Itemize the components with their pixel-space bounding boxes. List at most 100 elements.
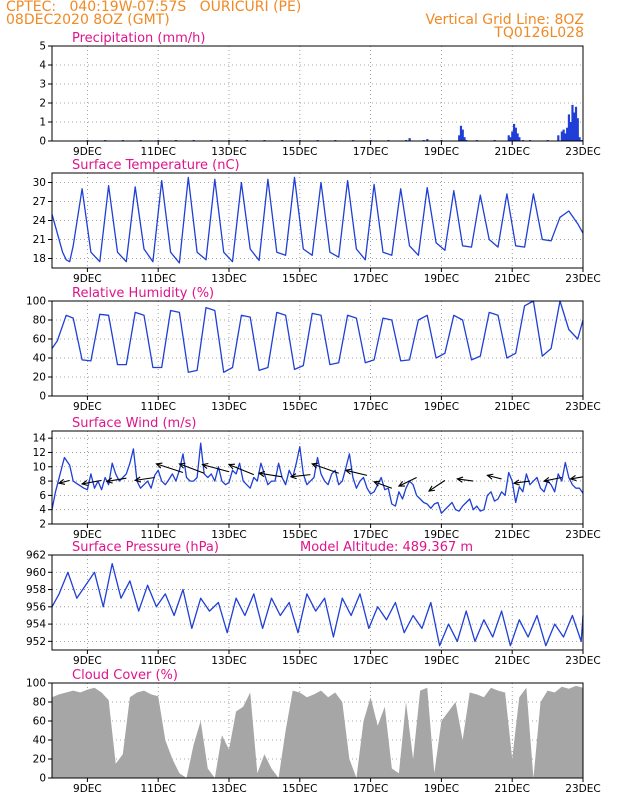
- y-tick-label: 60: [33, 716, 46, 728]
- wind-vector-arrowhead: [201, 462, 209, 469]
- y-tick-label: 80: [33, 315, 46, 327]
- x-tick-label: 13DEC: [211, 655, 246, 667]
- y-tick-label: 3: [39, 79, 46, 91]
- y-tick-label: 962: [26, 550, 46, 562]
- wind-vector-arrowhead: [257, 470, 265, 478]
- x-tick-label: 15DEC: [282, 529, 317, 541]
- x-tick-label: 21DEC: [494, 273, 529, 285]
- y-tick-label: 8: [39, 476, 46, 488]
- panel-humidity: 0 20 40 60 80 100 9DEC 11DEC 13DEC 15DEC 17DEC 19DE…: [26, 286, 601, 413]
- x-tick-label: 23DEC: [565, 401, 600, 413]
- panel-temperature: 18 21 24 27 30 9DEC 11DEC 13DEC 15DEC 17DEC 19DEC 2…: [33, 158, 601, 285]
- x-tick-label: 11DEC: [140, 146, 175, 158]
- wind-vector-arrowhead: [344, 468, 352, 475]
- x-tick-label: 11DEC: [140, 783, 175, 795]
- wind-vector-arrowhead: [227, 463, 236, 470]
- wind-vector: [58, 479, 70, 484]
- x-tick-label: 23DEC: [565, 783, 600, 795]
- y-tick-label: 0: [39, 391, 46, 403]
- wind-line: [51, 442, 584, 514]
- y-tick-label: 954: [26, 619, 46, 631]
- y-tick-label: 4: [39, 60, 46, 72]
- x-tick-label: 19DEC: [424, 529, 459, 541]
- panel-frame: [51, 430, 584, 525]
- x-tick-label: 15DEC: [282, 783, 317, 795]
- x-tick-label: 15DEC: [282, 655, 317, 667]
- panel-frame: [51, 554, 584, 651]
- x-tick-label: 13DEC: [211, 529, 246, 541]
- wind-vector: [312, 463, 339, 474]
- x-tick-label: 19DEC: [424, 655, 459, 667]
- precip-bar: [518, 137, 521, 141]
- header-grid-line: Vertical Grid Line: 8OZ: [425, 12, 584, 28]
- y-tick-label: 14: [33, 433, 47, 445]
- y-tick-label: 958: [26, 584, 46, 596]
- x-tick-label: 19DEC: [424, 401, 459, 413]
- panel-pressure: 952 954 956 958 960 962 9DEC 11DEC 13DEC 15DEC 17D…: [26, 540, 601, 667]
- x-tick-label: 21DEC: [494, 783, 529, 795]
- x-tick-label: 11DEC: [140, 273, 175, 285]
- humidity-line: [51, 300, 584, 373]
- wind-vector-arrowhead: [133, 476, 142, 483]
- wind-vector: [259, 472, 283, 478]
- wind-vector: [398, 477, 417, 487]
- x-tick-label: 9DEC: [73, 529, 102, 541]
- panel-title: Surface Temperature (nC): [72, 158, 240, 173]
- wind-vector-arrowhead: [289, 473, 297, 480]
- x-tick-label: 9DEC: [73, 146, 102, 158]
- precip-bar: [461, 129, 464, 141]
- x-tick-label: 9DEC: [73, 655, 102, 667]
- wind-vector-arrowhead: [57, 478, 66, 485]
- precip-bar: [459, 125, 463, 141]
- wind-vector-arrowhead: [397, 481, 405, 487]
- panel-title: Precipitation (mm/h): [72, 31, 205, 46]
- wind-vector-arrowhead: [456, 476, 464, 483]
- precip-bar: [567, 114, 571, 141]
- precip-bar: [458, 135, 461, 141]
- y-tick-label: 27: [33, 196, 46, 208]
- x-tick-label: 11DEC: [140, 655, 175, 667]
- x-tick-label: 23DEC: [565, 529, 600, 541]
- y-tick-label: 0: [39, 136, 46, 148]
- panel-frame: [51, 45, 584, 142]
- wind-vector: [543, 476, 562, 482]
- wind-vector: [457, 478, 474, 482]
- precip-bar: [408, 138, 411, 141]
- x-tick-label: 9DEC: [73, 783, 102, 795]
- pressure-line: [51, 562, 584, 647]
- panel-annotation: Model Altitude: 489.367 m: [300, 540, 473, 555]
- header-station: CPTEC: 040:19W-07:57S OURICURI (PE): [6, 0, 302, 15]
- precip-bar: [566, 127, 569, 141]
- wind-vector-arrowhead: [486, 473, 494, 480]
- wind-vector-arrowhead: [178, 462, 186, 469]
- wind-vector-arrowhead: [372, 480, 381, 487]
- panel-title: Relative Humidity (%): [72, 286, 214, 301]
- x-tick-label: 19DEC: [424, 783, 459, 795]
- y-tick-label: 100: [26, 296, 46, 308]
- panel-title: Surface Pressure (hPa): [72, 540, 219, 555]
- wind-vector: [487, 474, 502, 480]
- panel-title: Cloud Cover (%): [72, 668, 178, 683]
- x-tick-label: 19DEC: [424, 273, 459, 285]
- y-tick-label: 60: [33, 334, 46, 346]
- x-tick-label: 17DEC: [353, 146, 388, 158]
- temperature-line: [51, 176, 584, 264]
- panel-title: Surface Wind (m/s): [72, 416, 196, 431]
- y-tick-label: 2: [39, 98, 46, 110]
- x-tick-label: 23DEC: [565, 273, 600, 285]
- wind-vector-arrowhead: [569, 474, 577, 482]
- x-tick-label: 9DEC: [73, 401, 102, 413]
- y-tick-label: 20: [33, 372, 46, 384]
- precip-bar: [509, 137, 512, 141]
- wind-vector-arrowhead: [512, 479, 520, 486]
- x-tick-label: 15DEC: [282, 273, 317, 285]
- y-tick-label: 5: [39, 41, 46, 53]
- wind-vector: [513, 480, 530, 484]
- wind-vector: [228, 464, 254, 476]
- cloud-cover-area: [52, 685, 583, 778]
- x-tick-label: 9DEC: [73, 273, 102, 285]
- wind-vector: [106, 477, 127, 482]
- wind-vector-arrowhead: [105, 477, 113, 484]
- precip-bar: [516, 133, 519, 141]
